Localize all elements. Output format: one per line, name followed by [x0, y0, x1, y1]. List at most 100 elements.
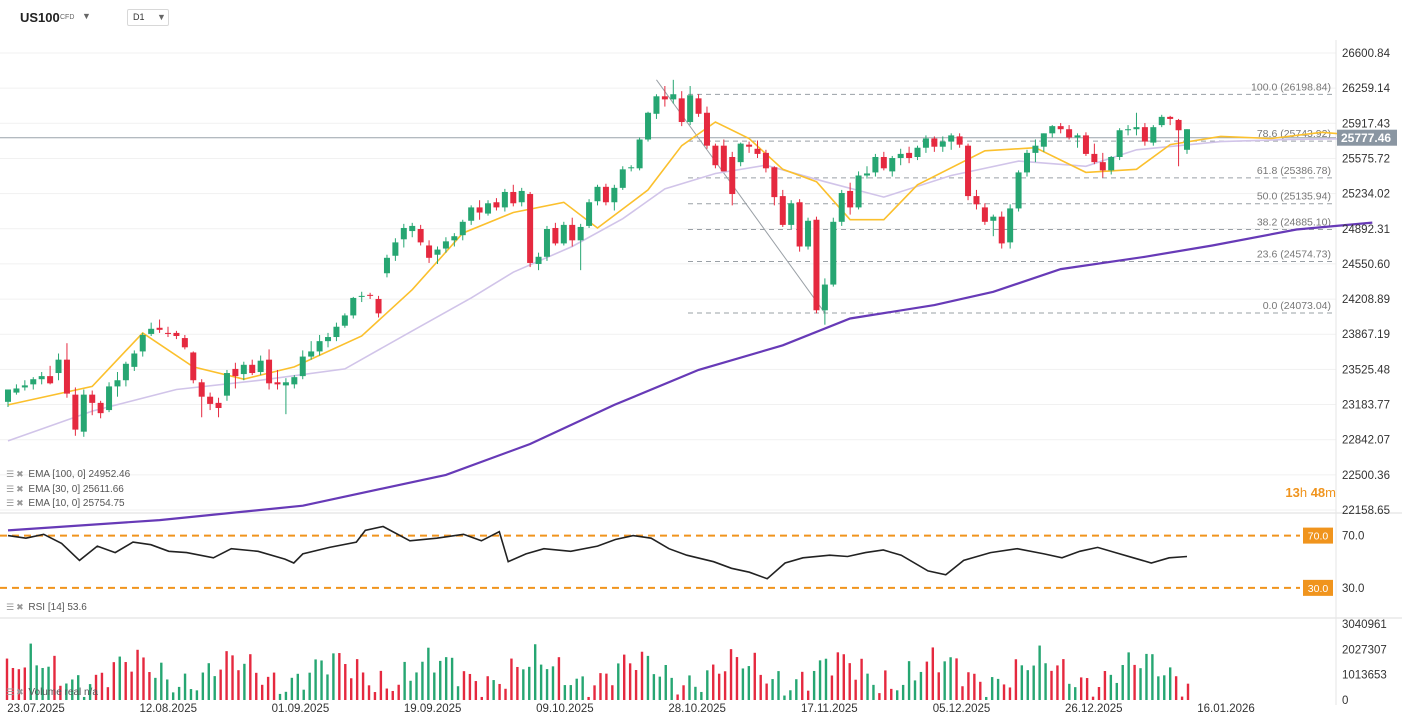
volume-bar [492, 680, 495, 700]
rsi-legend[interactable]: ☰ ✖ RSI [14] 53.6 [6, 602, 87, 613]
menu-icon[interactable]: ☰ [6, 484, 15, 494]
candle [291, 375, 298, 389]
candle-body [1066, 129, 1073, 138]
candle-body [1108, 156, 1115, 171]
volume-bar [712, 664, 715, 700]
volume-bar [255, 672, 258, 700]
candle [661, 86, 668, 107]
candle [207, 392, 214, 411]
volume-bar [1174, 676, 1178, 700]
close-icon[interactable]: ✖ [16, 687, 24, 697]
volume-bar [171, 692, 175, 700]
close-icon[interactable]: ✖ [16, 469, 24, 479]
volume-bar [990, 677, 994, 700]
ema-100-legend[interactable]: ☰ ✖ EMA [100, 0] 24952.46 [6, 469, 131, 480]
candle [855, 171, 862, 210]
menu-icon[interactable]: ☰ [6, 687, 15, 697]
volume-bar [777, 671, 780, 700]
volume-bar [450, 657, 454, 700]
volume-bar [1074, 687, 1077, 700]
candle-body [38, 376, 45, 380]
candle-body [805, 220, 812, 247]
volume-bar [925, 661, 929, 700]
volume-bar [1091, 696, 1095, 700]
volume-bar [593, 685, 596, 700]
candle-body [1125, 129, 1132, 131]
symbol-selector[interactable]: US100 [20, 10, 60, 25]
candle [190, 351, 197, 384]
candle [485, 200, 492, 216]
candle [459, 219, 466, 241]
close-icon[interactable]: ✖ [16, 602, 24, 612]
candle [838, 189, 845, 226]
volume-bar [860, 658, 863, 700]
volume-bar [284, 691, 288, 700]
candle [956, 133, 963, 148]
candle [628, 165, 635, 172]
candle [131, 350, 138, 371]
candle [89, 390, 96, 416]
candle-body [762, 152, 769, 169]
volume-bar [391, 690, 394, 700]
timeframe-select[interactable]: D1 ▼ [127, 9, 169, 26]
ema-10-legend[interactable]: ☰ ✖ EMA [10, 0] 25754.75 [6, 498, 125, 509]
close-icon[interactable]: ✖ [16, 498, 24, 508]
chevron-down-icon[interactable]: ▼ [82, 11, 91, 21]
candle-body [1175, 119, 1182, 131]
volume-bar [118, 656, 121, 700]
candle [1167, 115, 1174, 126]
candle [645, 111, 652, 142]
candle [333, 322, 340, 342]
volume-bar [1145, 653, 1148, 700]
candle [863, 166, 870, 179]
volume-bar [260, 684, 264, 700]
volume-bar [664, 664, 667, 700]
candle [703, 106, 710, 149]
volume-bar [973, 673, 976, 700]
candle-body [1049, 126, 1056, 134]
volume-bar [177, 686, 181, 700]
menu-icon[interactable]: ☰ [6, 498, 15, 508]
volume-bar [723, 671, 727, 700]
candle [38, 372, 45, 385]
volume-bar [824, 658, 828, 700]
candle-body [207, 396, 214, 404]
candle-body [165, 332, 172, 334]
candle-body [409, 225, 416, 232]
volume-bar [658, 676, 662, 700]
volume-bar [29, 643, 32, 700]
menu-icon[interactable]: ☰ [6, 469, 15, 479]
volume-bar [979, 681, 982, 700]
candle [198, 379, 205, 418]
candle-body [1007, 208, 1014, 243]
volume-bar [1068, 683, 1071, 700]
ema-30-legend[interactable]: ☰ ✖ EMA [30, 0] 25611.66 [6, 484, 124, 495]
volume-bar [296, 673, 299, 700]
volume-bar [160, 662, 163, 700]
volume-legend[interactable]: ☰ ✖ Volume real n/a [6, 687, 98, 698]
volume-bar [397, 684, 400, 700]
volume-bar [961, 686, 964, 700]
rsi-tick-label: 70.0 [1342, 531, 1364, 543]
candle [594, 184, 601, 206]
ema-100-0-line [7, 221, 1373, 532]
volume-bar [124, 662, 127, 700]
close-icon[interactable]: ✖ [16, 484, 24, 494]
date-tick-label: 12.08.2025 [139, 703, 197, 715]
candle [737, 142, 744, 167]
candle-body [552, 227, 559, 244]
fib-level-label: 100.0 (26198.84) [1251, 81, 1331, 93]
candle [897, 148, 904, 166]
volume-bar [551, 666, 555, 700]
candle-body [139, 334, 146, 352]
candle [796, 199, 803, 252]
volume-bar [901, 684, 905, 700]
rsi-level-badge-label: 30.0 [1308, 583, 1329, 595]
volume-bar [207, 663, 210, 700]
candle [257, 355, 264, 376]
volume-bar [955, 658, 958, 700]
candle-body [122, 363, 129, 381]
date-tick-label: 05.12.2025 [933, 703, 991, 715]
menu-icon[interactable]: ☰ [6, 602, 15, 612]
